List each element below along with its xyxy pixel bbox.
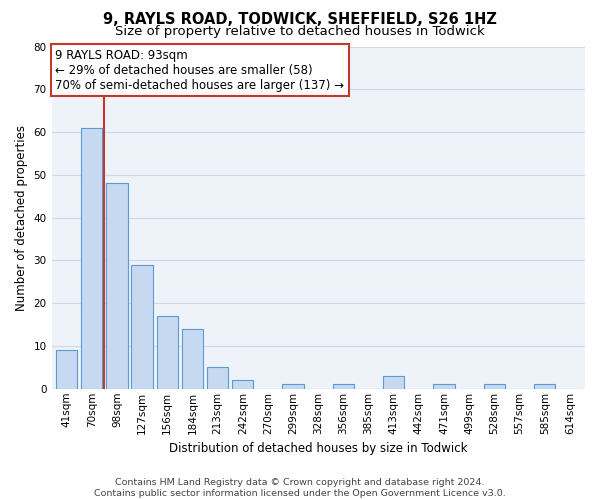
Bar [534,384,556,389]
Bar [56,350,77,389]
Y-axis label: Number of detached properties: Number of detached properties [15,124,28,310]
Bar [182,329,203,389]
Bar [232,380,253,389]
Bar [207,368,229,389]
Text: Contains HM Land Registry data © Crown copyright and database right 2024.
Contai: Contains HM Land Registry data © Crown c… [94,478,506,498]
Bar [484,384,505,389]
Bar [157,316,178,389]
Bar [333,384,354,389]
Text: Size of property relative to detached houses in Todwick: Size of property relative to detached ho… [115,25,485,38]
Text: 9, RAYLS ROAD, TODWICK, SHEFFIELD, S26 1HZ: 9, RAYLS ROAD, TODWICK, SHEFFIELD, S26 1… [103,12,497,28]
Bar [106,184,128,389]
X-axis label: Distribution of detached houses by size in Todwick: Distribution of detached houses by size … [169,442,467,455]
Text: 9 RAYLS ROAD: 93sqm
← 29% of detached houses are smaller (58)
70% of semi-detach: 9 RAYLS ROAD: 93sqm ← 29% of detached ho… [55,48,344,92]
Bar [81,128,103,389]
Bar [283,384,304,389]
Bar [433,384,455,389]
Bar [383,376,404,389]
Bar [131,264,153,389]
